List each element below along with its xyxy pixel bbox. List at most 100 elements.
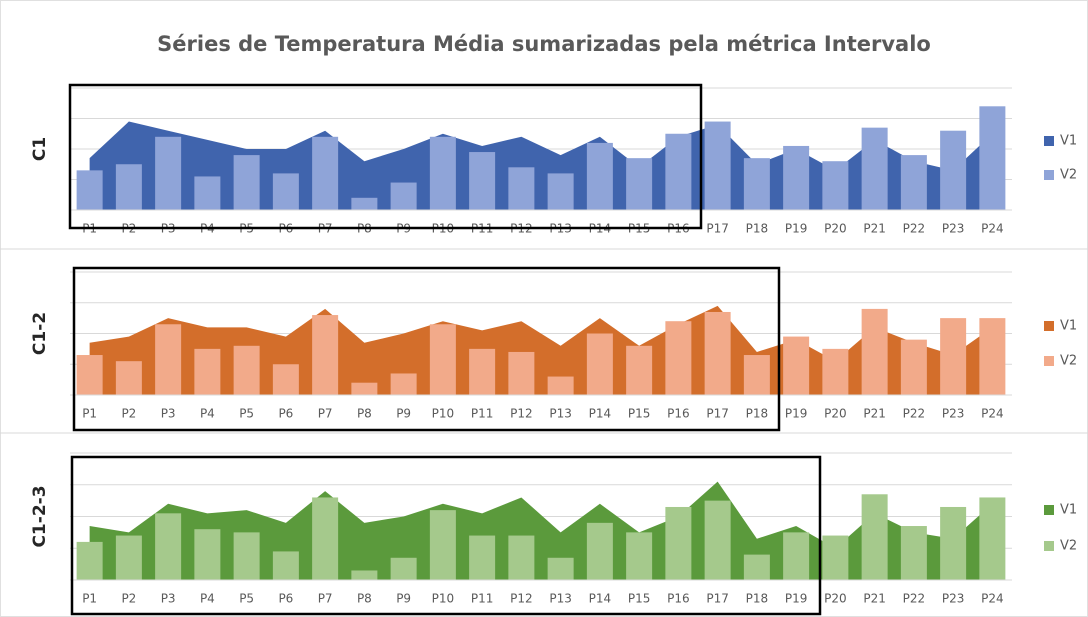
bar [979, 497, 1006, 580]
x-tick-label: P15 [628, 407, 651, 421]
bar [586, 142, 613, 210]
x-tick-label: P12 [510, 407, 533, 421]
legend-label: V2 [1060, 539, 1077, 554]
x-tick-label: P10 [432, 592, 455, 606]
x-tick-label: P21 [863, 592, 886, 606]
bar [429, 510, 456, 580]
y-axis-label: C1-2 [30, 312, 50, 355]
bar [822, 161, 849, 210]
x-tick-label: P14 [589, 592, 612, 606]
x-tick-label: P21 [863, 222, 886, 236]
bar [115, 164, 142, 210]
x-tick-label: P24 [981, 222, 1004, 236]
bar [429, 324, 456, 395]
x-tick-label: P14 [589, 407, 612, 421]
bar [351, 570, 378, 580]
x-tick-label: P17 [706, 592, 729, 606]
legend-swatch [1044, 541, 1054, 551]
bar [940, 318, 967, 395]
bar [704, 121, 731, 210]
x-tick-label: P6 [278, 407, 293, 421]
bar [626, 158, 653, 210]
x-tick-label: P24 [981, 407, 1004, 421]
bar [626, 532, 653, 580]
bar [194, 176, 221, 210]
bar [272, 364, 299, 395]
x-tick-label: P22 [903, 592, 926, 606]
x-tick-label: P4 [200, 592, 215, 606]
bar [861, 127, 888, 210]
bar [390, 557, 417, 580]
bar [743, 554, 770, 580]
bar [312, 497, 339, 580]
x-tick-label: P21 [863, 407, 886, 421]
x-tick-label: P3 [161, 407, 176, 421]
bar [979, 318, 1006, 395]
bar [272, 551, 299, 580]
bar [76, 541, 103, 580]
x-tick-label: P13 [549, 407, 572, 421]
bar [115, 535, 142, 580]
x-tick-label: P23 [942, 222, 965, 236]
legend-label: V2 [1060, 354, 1077, 369]
bar [351, 197, 378, 210]
bar [194, 529, 221, 580]
x-tick-label: P16 [667, 592, 690, 606]
y-axis-label: C1 [30, 137, 50, 161]
bar [155, 513, 182, 580]
x-tick-label: P1 [82, 592, 97, 606]
x-tick-label: P11 [471, 407, 494, 421]
bar [351, 382, 378, 395]
bar [822, 348, 849, 395]
bar [76, 170, 103, 210]
bar [469, 348, 496, 395]
x-tick-label: P8 [357, 407, 372, 421]
x-tick-label: P6 [278, 592, 293, 606]
x-tick-label: P15 [628, 592, 651, 606]
x-tick-label: P13 [549, 592, 572, 606]
bar [900, 339, 927, 395]
x-tick-label: P22 [903, 222, 926, 236]
x-tick-label: P20 [824, 592, 847, 606]
bar [76, 355, 103, 395]
bar [861, 308, 888, 395]
x-tick-label: P7 [318, 592, 333, 606]
legend-label: V1 [1060, 503, 1077, 518]
bar [783, 145, 810, 210]
bar [665, 321, 692, 395]
bar [547, 557, 574, 580]
bar [665, 506, 692, 580]
bar [312, 315, 339, 395]
x-tick-label: P24 [981, 592, 1004, 606]
legend-swatch [1044, 321, 1054, 331]
bar [508, 351, 535, 395]
x-tick-label: P19 [785, 592, 808, 606]
x-tick-label: P18 [746, 592, 769, 606]
x-tick-label: P4 [200, 407, 215, 421]
bar [900, 526, 927, 580]
bar [155, 136, 182, 210]
x-tick-label: P20 [824, 407, 847, 421]
legend-label: V1 [1060, 134, 1077, 149]
bar [665, 133, 692, 210]
bar [469, 535, 496, 580]
legend-swatch [1044, 170, 1054, 180]
bar [429, 136, 456, 210]
bar [194, 348, 221, 395]
x-tick-label: P17 [706, 222, 729, 236]
x-tick-label: P5 [239, 592, 254, 606]
legend-swatch [1044, 356, 1054, 366]
bar [115, 361, 142, 395]
bar [783, 336, 810, 395]
bar [233, 532, 260, 580]
x-tick-label: P18 [746, 222, 769, 236]
bar [743, 158, 770, 210]
bar [743, 355, 770, 395]
bar [547, 173, 574, 210]
bar [390, 182, 417, 210]
x-tick-label: P9 [396, 592, 411, 606]
x-tick-label: P19 [785, 407, 808, 421]
bar [940, 506, 967, 580]
x-tick-label: P11 [471, 592, 494, 606]
